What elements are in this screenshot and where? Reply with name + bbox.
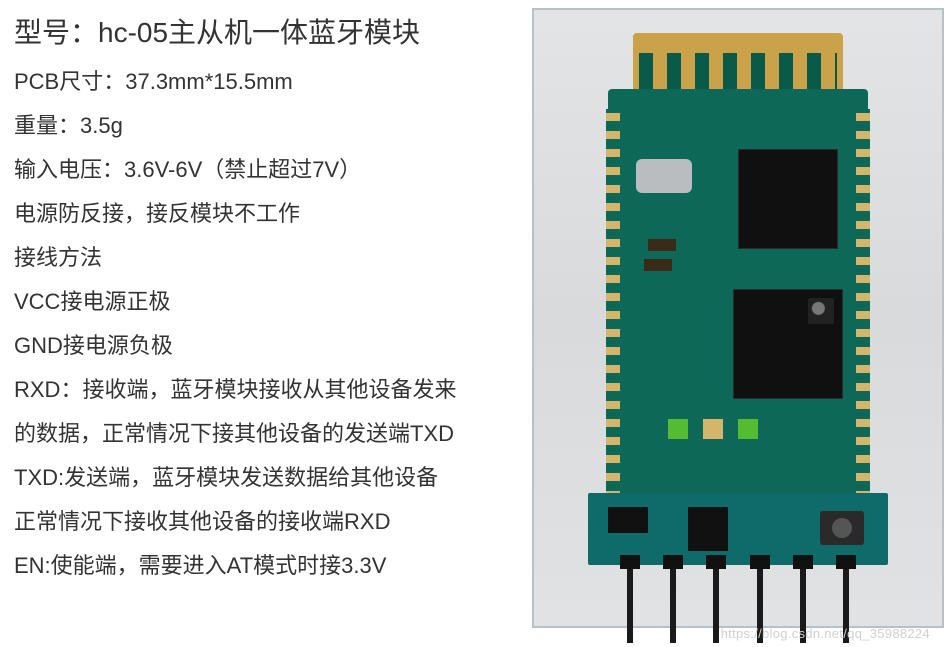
smd-component: [668, 419, 688, 439]
header-pin: [713, 565, 719, 643]
spec-voltage: 输入电压：3.6V-6V（禁止超过7V）: [14, 148, 510, 192]
spec-gnd: GND接电源负极: [14, 324, 510, 368]
spec-weight: 重量：3.5g: [14, 104, 510, 148]
spec-rxd-2: 的数据，正常情况下接其他设备的发送端TXD: [14, 412, 510, 456]
product-photo: [532, 8, 944, 628]
smd-component: [688, 507, 728, 551]
tact-button: [820, 511, 864, 545]
product-title: 型号：hc-05主从机一体蓝牙模块: [14, 12, 510, 54]
spec-txd-1: TXD:发送端，蓝牙模块发送数据给其他设备: [14, 456, 510, 500]
smd-component: [703, 419, 723, 439]
spec-en: EN:使能端，需要进入AT模式时接3.3V: [14, 544, 510, 588]
pcb-antenna: [633, 33, 843, 97]
bluetooth-module: [588, 33, 888, 603]
smd-component: [608, 507, 648, 533]
spec-pcb-size: PCB尺寸：37.3mm*15.5mm: [14, 60, 510, 104]
ic-chip-2: [733, 289, 843, 399]
spec-reverse-protect: 电源防反接，接反模块不工作: [14, 192, 510, 236]
castellated-pads-left: [606, 109, 620, 499]
spec-rxd-1: RXD：接收端，蓝牙模块接收从其他设备发来: [14, 368, 510, 412]
smd-component: [738, 419, 758, 439]
header-pin: [627, 565, 633, 643]
crystal-oscillator: [636, 159, 692, 193]
spec-txd-2: 正常情况下接收其他设备的接收端RXD: [14, 500, 510, 544]
spec-vcc: VCC接电源正极: [14, 280, 510, 324]
ic-chip-1: [738, 149, 838, 249]
pcb-board: [608, 89, 868, 519]
header-pin: [670, 565, 676, 643]
watermark-text: https://blog.csdn.net/qq_35988224: [721, 626, 930, 641]
spec-text-panel: 型号：hc-05主从机一体蓝牙模块 PCB尺寸：37.3mm*15.5mm 重量…: [0, 0, 520, 647]
castellated-pads-right: [856, 109, 870, 499]
smd-component: [648, 239, 676, 251]
smd-component: [644, 259, 672, 271]
spec-wiring-header: 接线方法: [14, 236, 510, 280]
